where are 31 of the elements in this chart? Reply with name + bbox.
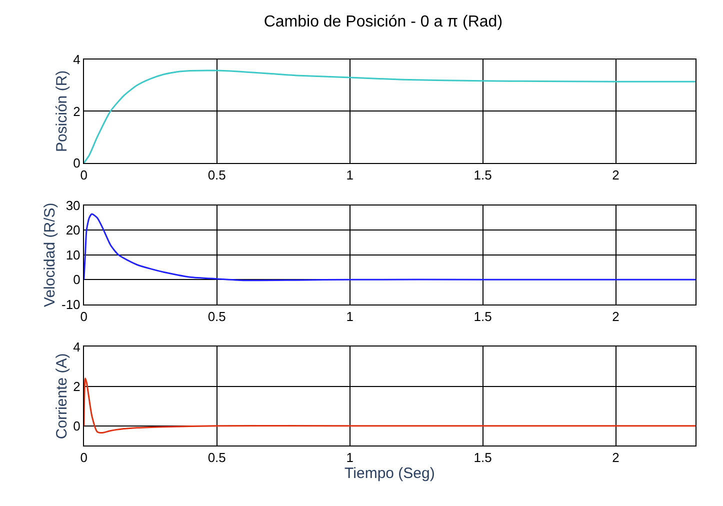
chart-title: Cambio de Posición - 0 a π (Rad) (264, 13, 503, 30)
y-tick-label: 20 (66, 222, 80, 238)
line-series (84, 70, 696, 164)
y-tick-label: -10 (62, 296, 80, 312)
y-axis-title: Corriente (A) (53, 353, 70, 440)
x-tick-label: 1 (346, 168, 354, 183)
y-tick-label: 2 (73, 104, 80, 119)
y-tick-label: 10 (66, 247, 80, 262)
x-tick-label: 2 (612, 450, 620, 466)
x-tick-label: 1 (346, 308, 354, 324)
x-axis-title: Tiempo (Seg) (344, 465, 435, 482)
x-tick-label: 0.5 (208, 168, 226, 183)
y-axis-title: Posición (R) (53, 70, 70, 152)
y-tick-label: 30 (66, 198, 80, 213)
line-series (84, 378, 696, 434)
y-tick-label: 0 (73, 418, 80, 434)
x-tick-label: 2 (612, 308, 620, 324)
line-series (84, 213, 696, 282)
x-tick-label: 1.5 (474, 450, 492, 466)
x-tick-label: 0.5 (208, 450, 226, 466)
y-tick-label: 0 (73, 272, 80, 288)
y-tick-label: 4 (73, 52, 80, 67)
x-tick-label: 2 (612, 168, 620, 183)
x-tick-label: 0.5 (208, 308, 226, 324)
x-tick-label: 1 (346, 450, 354, 466)
y-tick-label: 2 (73, 378, 80, 394)
y-tick-label: 0 (73, 156, 80, 171)
x-tick-label: 1.5 (474, 168, 492, 183)
x-tick-label: 1.5 (474, 308, 492, 324)
y-axis-title: Velocidad (R/S) (42, 202, 59, 307)
y-tick-label: 4 (73, 339, 80, 354)
